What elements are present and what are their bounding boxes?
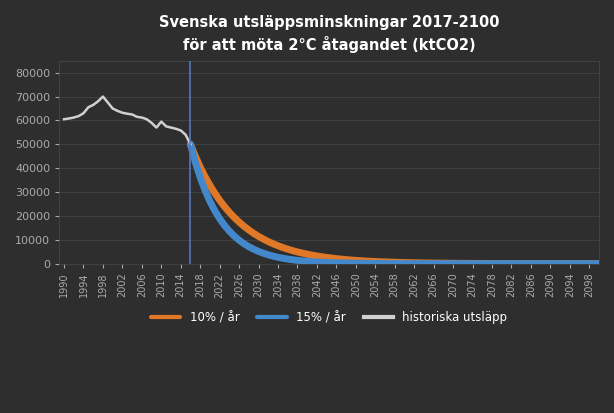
15% / år: [313, 259, 321, 264]
historiska utsläpp: [177, 128, 184, 133]
historiska utsläpp: [75, 114, 82, 119]
10% / år: [187, 142, 194, 147]
historiska utsläpp: [95, 99, 102, 104]
historiska utsläpp: [172, 126, 179, 131]
historiska utsläpp: [119, 110, 126, 115]
historiska utsläpp: [143, 117, 150, 122]
historiska utsläpp: [148, 120, 155, 125]
historiska utsläpp: [182, 132, 189, 137]
10% / år: [596, 261, 603, 266]
15% / år: [255, 249, 262, 254]
historiska utsläpp: [65, 116, 72, 121]
historiska utsläpp: [80, 111, 87, 116]
historiska utsläpp: [128, 112, 136, 117]
10% / år: [391, 260, 398, 265]
15% / år: [308, 259, 316, 264]
Line: 15% / år: 15% / år: [190, 144, 599, 263]
historiska utsläpp: [158, 119, 165, 124]
historiska utsläpp: [138, 115, 146, 120]
10% / år: [571, 261, 578, 266]
historiska utsläpp: [70, 115, 77, 120]
historiska utsläpp: [109, 106, 116, 111]
10% / år: [313, 254, 321, 259]
10% / år: [328, 256, 335, 261]
15% / år: [596, 261, 603, 266]
historiska utsläpp: [60, 117, 68, 122]
historiska utsläpp: [168, 125, 175, 130]
Legend: 10% / år, 15% / år, historiska utsläpp: 10% / år, 15% / år, historiska utsläpp: [146, 306, 512, 329]
Line: 10% / år: 10% / år: [190, 144, 599, 263]
historiska utsläpp: [99, 94, 107, 99]
10% / år: [308, 253, 316, 258]
historiska utsläpp: [187, 142, 194, 147]
15% / år: [571, 261, 578, 266]
15% / år: [187, 142, 194, 147]
historiska utsläpp: [123, 111, 131, 116]
10% / år: [255, 234, 262, 239]
historiska utsläpp: [114, 108, 121, 113]
historiska utsläpp: [104, 100, 112, 105]
historiska utsläpp: [163, 124, 170, 129]
15% / år: [328, 260, 335, 265]
Line: historiska utsläpp: historiska utsläpp: [64, 97, 190, 144]
historiska utsläpp: [153, 125, 160, 130]
historiska utsläpp: [85, 105, 92, 110]
Title: Svenska utsläppsminskningar 2017-2100
för att möta 2°C åtagandet (ktCO2): Svenska utsläppsminskningar 2017-2100 fö…: [159, 15, 499, 52]
15% / år: [391, 261, 398, 266]
historiska utsläpp: [90, 102, 97, 107]
historiska utsläpp: [133, 114, 141, 119]
